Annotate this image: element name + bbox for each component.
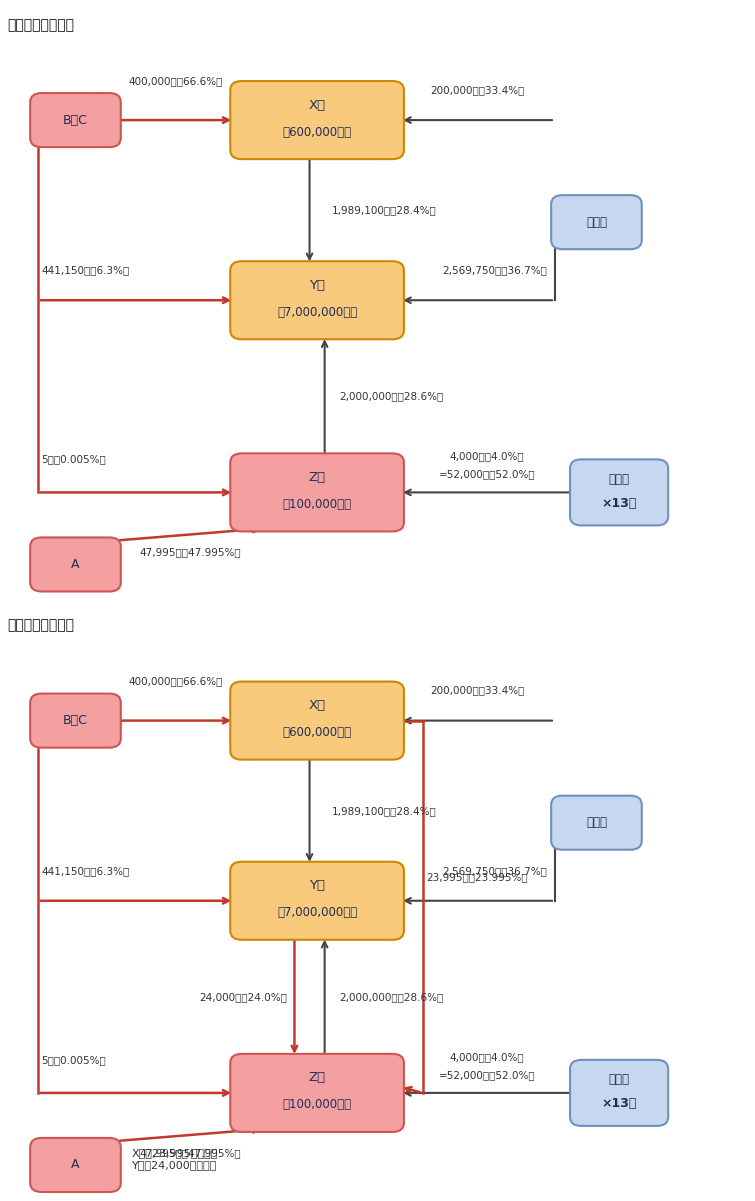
Text: BとC: BとC [63, 715, 88, 727]
Text: 441,150株（6.3%）: 441,150株（6.3%） [42, 866, 130, 876]
Text: 400,000口（66.6%）: 400,000口（66.6%） [128, 76, 223, 86]
Text: X社へ23,995口を譲渡
Y社へ24,000口を譲渡: X社へ23,995口を譲渡 Y社へ24,000口を譲渡 [132, 1148, 218, 1170]
Text: ×13社: ×13社 [602, 497, 636, 509]
Text: （600,000口）: （600,000口） [282, 126, 352, 138]
FancyBboxPatch shape [230, 82, 404, 159]
Text: 1,989,100株（28.4%）: 1,989,100株（28.4%） [332, 205, 437, 215]
FancyBboxPatch shape [30, 694, 121, 747]
Text: Y社: Y社 [309, 879, 325, 892]
Text: 1,989,100株（28.4%）: 1,989,100株（28.4%） [332, 806, 437, 815]
Text: A: A [71, 1159, 80, 1171]
Text: 200,000口（33.4%）: 200,000口（33.4%） [430, 686, 525, 695]
Text: A: A [71, 558, 80, 570]
Text: X社: X社 [309, 699, 325, 712]
Text: 24,000口（24.0%）: 24,000口（24.0%） [199, 992, 287, 1002]
FancyBboxPatch shape [551, 195, 642, 250]
Text: 【譲渡後の状況】: 【譲渡後の状況】 [8, 619, 75, 633]
FancyBboxPatch shape [30, 94, 121, 147]
Text: 47,995口（47.995%）: 47,995口（47.995%） [140, 1148, 242, 1158]
Text: 【譲渡前の状況】: 【譲渡前の状況】 [8, 18, 75, 32]
Text: その他: その他 [586, 216, 607, 228]
Text: 400,000口（66.6%）: 400,000口（66.6%） [128, 676, 223, 687]
Text: 4,000口（4.0%）: 4,000口（4.0%） [450, 1052, 524, 1062]
Text: X社: X社 [309, 98, 325, 112]
Text: 2,000,000株（28.6%）: 2,000,000株（28.6%） [340, 392, 444, 401]
Text: 取引先: 取引先 [609, 1074, 630, 1086]
Text: その他: その他 [586, 817, 607, 829]
FancyBboxPatch shape [230, 454, 404, 531]
Text: =52,000口（52.0%）: =52,000口（52.0%） [439, 470, 535, 479]
Text: 200,000口（33.4%）: 200,000口（33.4%） [430, 85, 525, 95]
Text: （100,000口）: （100,000口） [282, 1099, 352, 1111]
FancyBboxPatch shape [230, 682, 404, 760]
Text: （7,000,000株）: （7,000,000株） [277, 907, 357, 919]
Text: （100,000口）: （100,000口） [282, 498, 352, 510]
Text: 47,995口（47.995%）: 47,995口（47.995%） [140, 548, 242, 557]
FancyBboxPatch shape [570, 460, 668, 526]
Text: 取引先: 取引先 [609, 473, 630, 485]
Text: ×13社: ×13社 [602, 1098, 636, 1110]
FancyBboxPatch shape [570, 1060, 668, 1127]
Text: BとC: BとC [63, 114, 88, 126]
Text: 5口（0.005%）: 5口（0.005%） [42, 454, 106, 465]
Text: Z社: Z社 [309, 1071, 325, 1085]
Text: 441,150株（6.3%）: 441,150株（6.3%） [42, 265, 130, 275]
Text: 2,569,750株（36.7%）: 2,569,750株（36.7%） [442, 265, 547, 275]
FancyBboxPatch shape [551, 796, 642, 850]
Text: 5口（0.005%）: 5口（0.005%） [42, 1054, 106, 1065]
Text: 2,569,750株（36.7%）: 2,569,750株（36.7%） [442, 866, 547, 876]
FancyBboxPatch shape [230, 862, 404, 939]
FancyBboxPatch shape [230, 1054, 404, 1131]
Text: 4,000口（4.0%）: 4,000口（4.0%） [450, 452, 524, 461]
Text: Z社: Z社 [309, 471, 325, 484]
Text: 2,000,000株（28.6%）: 2,000,000株（28.6%） [340, 992, 444, 1002]
Text: =52,000口（52.0%）: =52,000口（52.0%） [439, 1070, 535, 1080]
FancyBboxPatch shape [30, 538, 121, 591]
FancyBboxPatch shape [230, 261, 404, 339]
Text: Y社: Y社 [309, 279, 325, 292]
Text: （600,000口）: （600,000口） [282, 727, 352, 739]
FancyBboxPatch shape [30, 1139, 121, 1191]
Text: （7,000,000株）: （7,000,000株） [277, 306, 357, 318]
Text: 23,995口（23.995%）: 23,995口（23.995%） [427, 872, 528, 882]
